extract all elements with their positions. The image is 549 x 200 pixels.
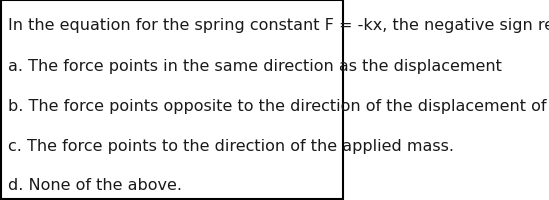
Text: a. The force points in the same direction as the displacement: a. The force points in the same directio…	[8, 59, 501, 74]
Text: b. The force points opposite to the direction of the displacement of the mass.: b. The force points opposite to the dire…	[8, 98, 549, 113]
Text: In the equation for the spring constant F = -kx, the negative sign represents: In the equation for the spring constant …	[8, 18, 549, 33]
Text: d. None of the above.: d. None of the above.	[8, 177, 182, 192]
Text: c. The force points to the direction of the applied mass.: c. The force points to the direction of …	[8, 138, 453, 153]
